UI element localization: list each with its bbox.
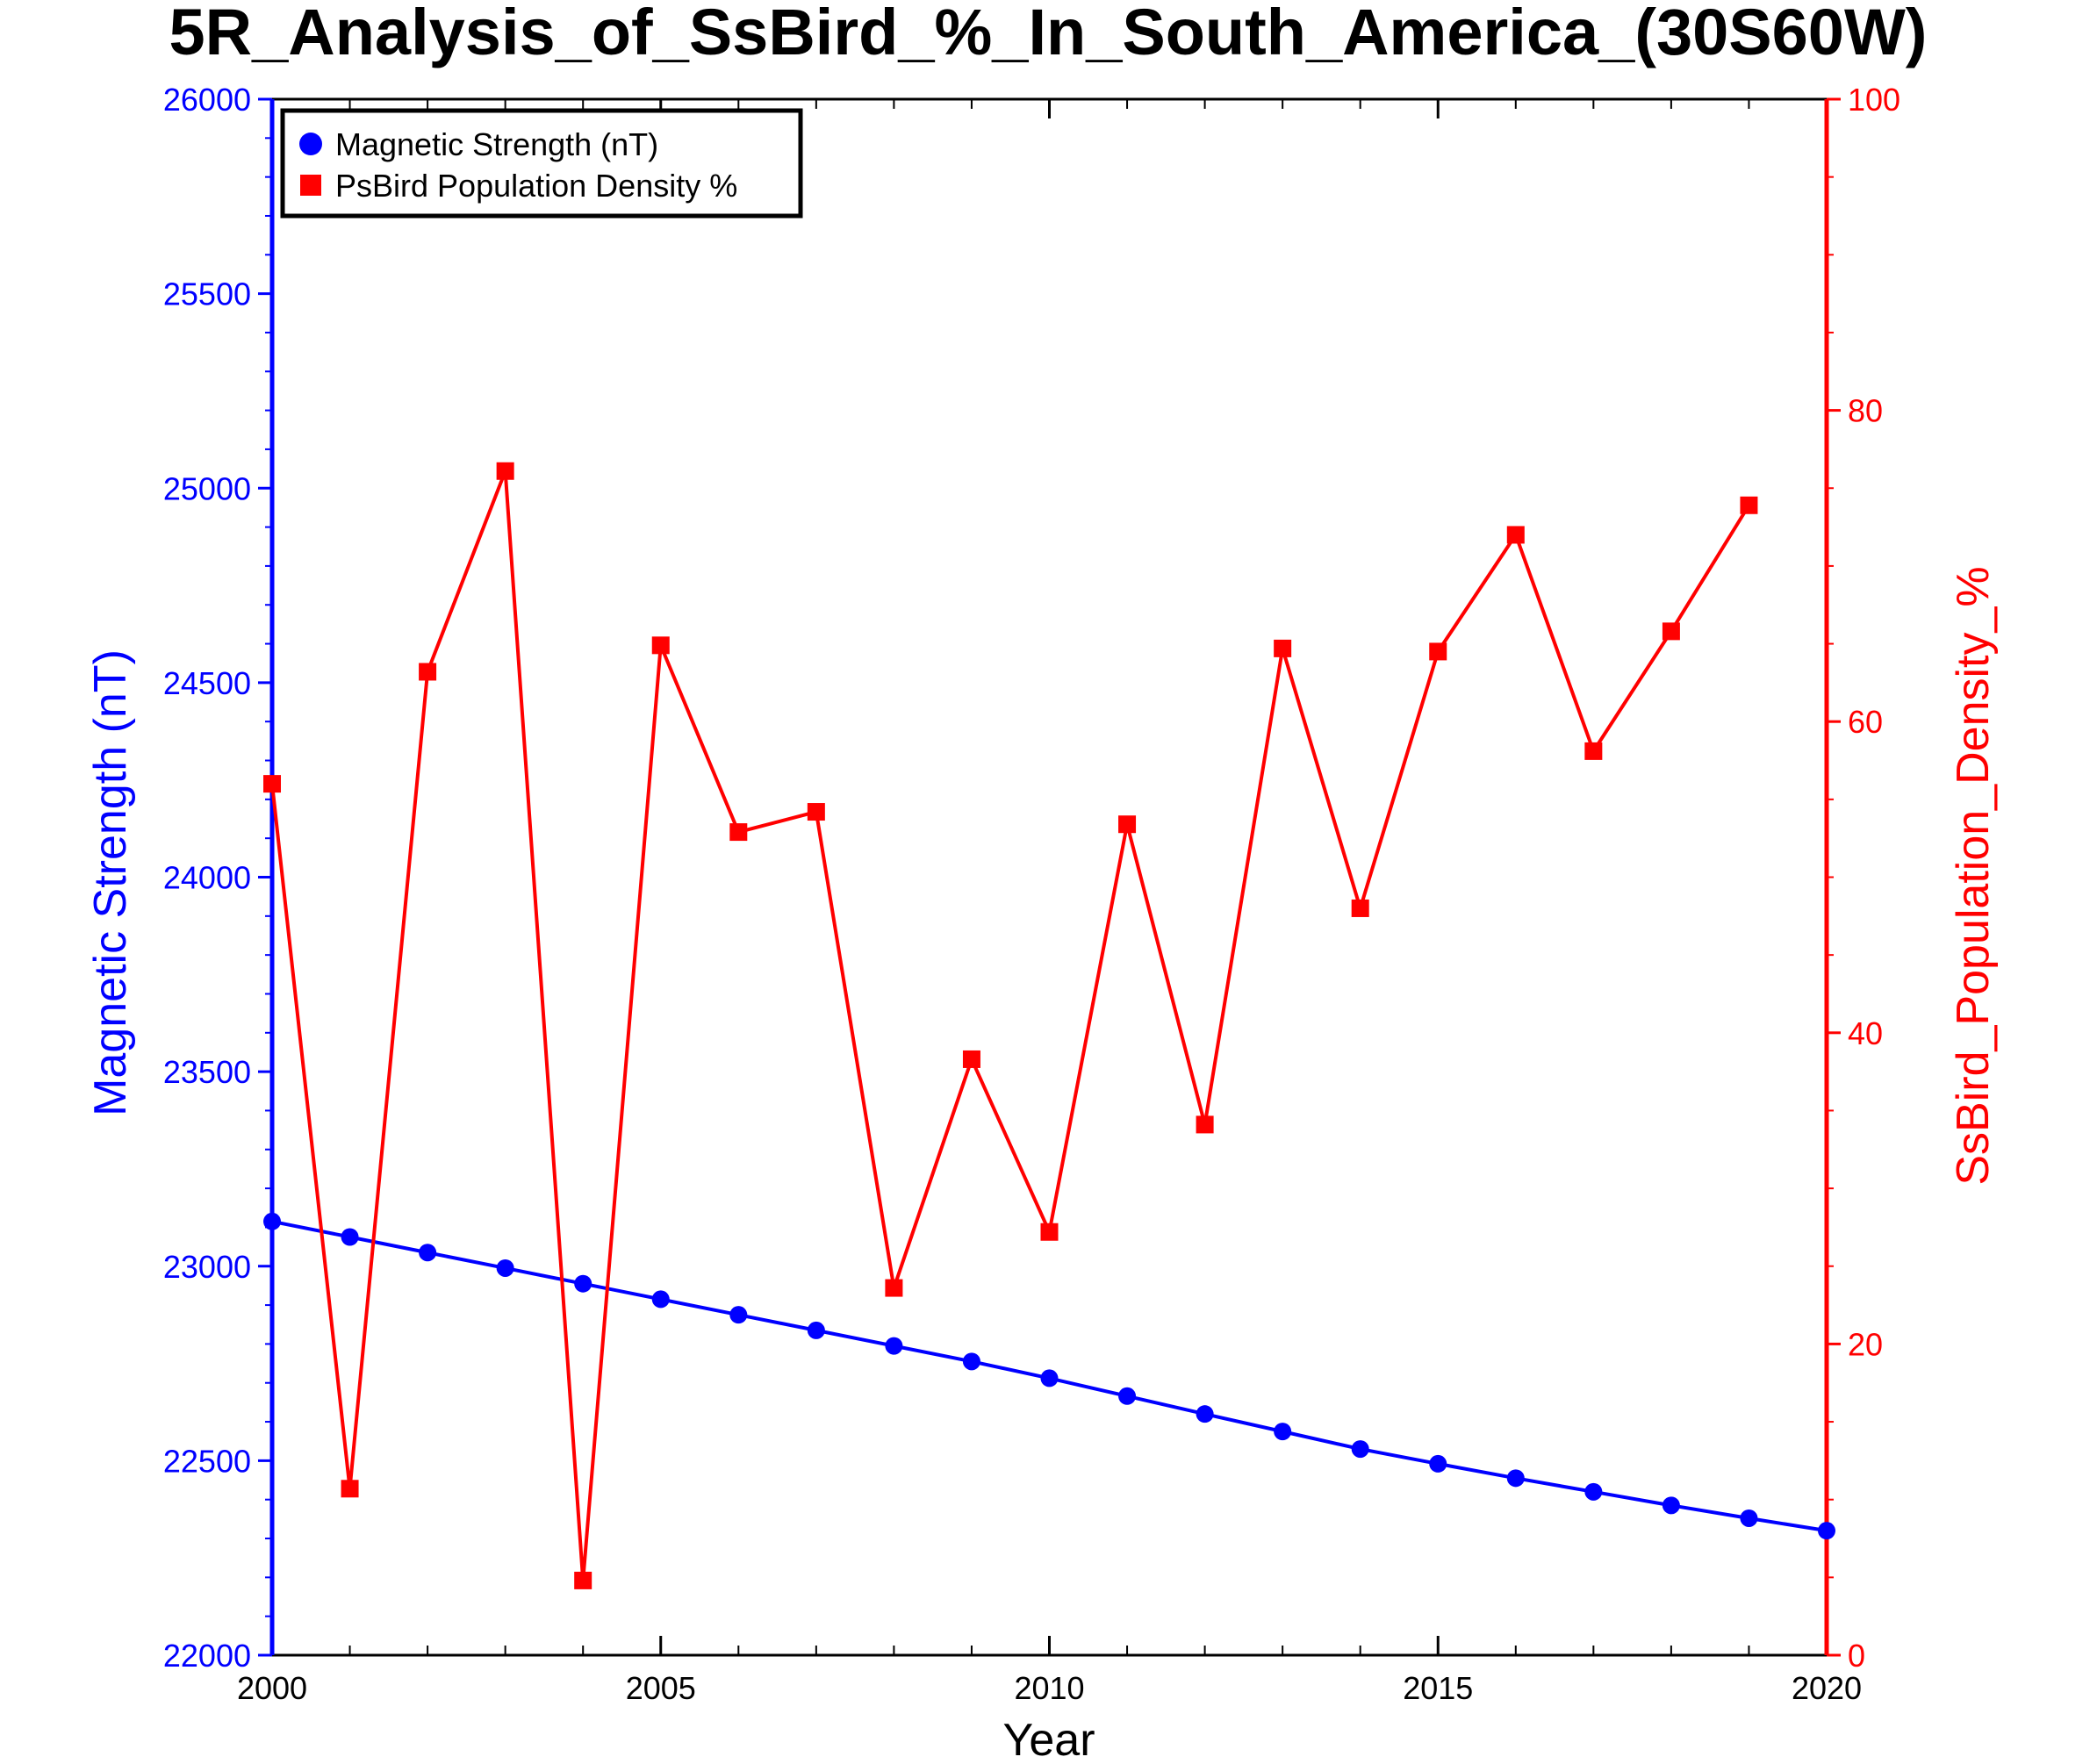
x-tick-label: 2015 (1403, 1670, 1473, 1706)
legend-label-density: PsBird Population Density % (335, 168, 737, 204)
data-point-density (1118, 815, 1137, 834)
data-point-density (1040, 1223, 1059, 1241)
x-axis-title: Year (1002, 1715, 1095, 1764)
y-left-tick-label: 25500 (163, 276, 251, 312)
chart-title: 5R_Analysis_of_SsBird_%_In_South_America… (169, 0, 1928, 68)
data-point-magnetic (341, 1228, 359, 1246)
data-point-magnetic (1351, 1440, 1369, 1459)
y-right-tick-label: 100 (1848, 82, 1900, 118)
data-point-magnetic (729, 1306, 748, 1324)
y-right-tick-label: 60 (1848, 704, 1883, 740)
data-point-magnetic (651, 1290, 670, 1309)
data-point-density (729, 823, 748, 842)
y-right-tick-label: 20 (1848, 1326, 1883, 1362)
data-point-magnetic (496, 1258, 514, 1277)
y-left-tick-label: 22000 (163, 1638, 251, 1674)
data-point-magnetic (1584, 1482, 1603, 1501)
data-point-magnetic (419, 1244, 437, 1262)
data-point-density (574, 1571, 592, 1589)
data-point-magnetic (1118, 1387, 1137, 1405)
x-tick-label: 2020 (1792, 1670, 1862, 1706)
data-point-density (1662, 622, 1680, 641)
data-point-magnetic (263, 1212, 281, 1230)
series-line-density (270, 470, 1751, 1581)
legend-label-magnetic: Magnetic Strength (nT) (335, 126, 658, 162)
data-point-density (1196, 1115, 1214, 1134)
y-left-tick-label: 24000 (163, 860, 251, 896)
data-point-density (419, 663, 437, 681)
data-point-density (1274, 639, 1292, 657)
data-point-density (341, 1480, 359, 1498)
data-point-magnetic (574, 1274, 592, 1293)
x-tick-label: 2010 (1014, 1670, 1084, 1706)
data-point-magnetic (885, 1337, 903, 1355)
data-point-density (263, 775, 281, 793)
data-point-magnetic (1429, 1454, 1447, 1473)
y-left-tick-label: 26000 (163, 82, 251, 118)
plot-area: 2000 2005 2010 2015 2020 22000 22500 23000 23500… (163, 82, 1900, 1706)
legend: Magnetic Strength (nT) PsBird Population… (280, 108, 803, 219)
x-tick-label: 2000 (237, 1670, 307, 1706)
data-point-magnetic (1662, 1496, 1680, 1515)
data-point-magnetic (962, 1352, 980, 1371)
y-left-tick-label: 23000 (163, 1249, 251, 1285)
data-point-magnetic (1740, 1509, 1758, 1527)
legend-box (280, 108, 803, 219)
data-point-density (651, 636, 670, 655)
x-tick-label: 2005 (626, 1670, 696, 1706)
y-right-axis-title: SsBird_Population_Density_% (1948, 566, 1999, 1185)
data-point-density (1429, 642, 1447, 661)
data-point-magnetic (1818, 1522, 1835, 1540)
legend-marker-density (300, 175, 321, 196)
y-left-tick-label: 24500 (163, 665, 251, 701)
data-point-density (807, 803, 825, 821)
data-point-magnetic (1040, 1369, 1059, 1388)
data-point-density (1740, 496, 1758, 514)
y-left-axis-title: Magnetic Strength (nT) (85, 649, 136, 1116)
data-point-magnetic (1506, 1469, 1525, 1488)
y-right-tick-label: 0 (1848, 1638, 1865, 1674)
data-point-density (1351, 899, 1369, 917)
data-point-density (962, 1050, 980, 1068)
y-left-tick-label: 22500 (163, 1443, 251, 1479)
y-left-tick-label: 25000 (163, 470, 251, 506)
data-point-magnetic (807, 1321, 825, 1339)
data-point-density (1584, 742, 1603, 760)
y-right-tick-label: 40 (1848, 1015, 1883, 1051)
data-point-density (496, 462, 514, 480)
legend-marker-magnetic (299, 133, 322, 155)
y-left-tick-label: 23500 (163, 1054, 251, 1090)
data-point-density (1506, 526, 1525, 544)
data-point-magnetic (1274, 1423, 1292, 1441)
y-right-tick-label: 80 (1848, 393, 1883, 429)
data-point-density (885, 1279, 903, 1297)
data-point-magnetic (1196, 1405, 1214, 1423)
